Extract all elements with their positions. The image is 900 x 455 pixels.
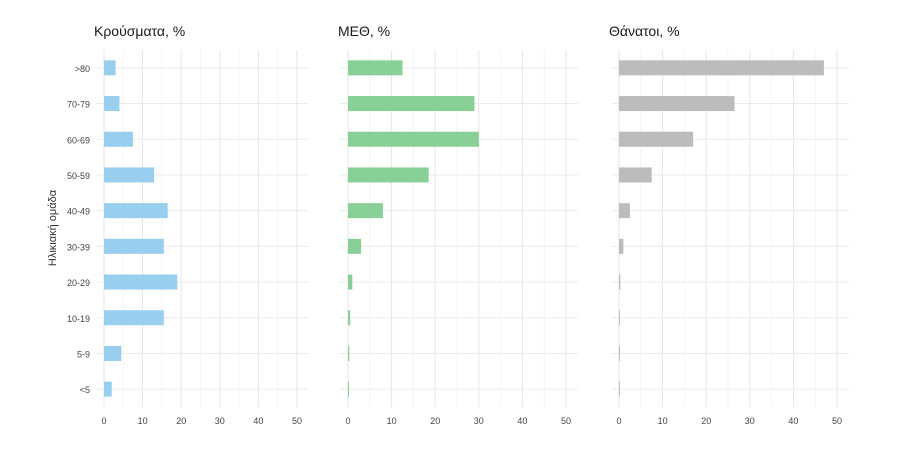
bar <box>619 310 620 326</box>
x-tick-label: 40 <box>517 416 527 426</box>
bar <box>348 310 351 326</box>
bar <box>619 345 620 361</box>
x-tick-label: 40 <box>788 416 798 426</box>
bar <box>104 203 168 219</box>
bar <box>104 60 116 76</box>
x-tick-label: 0 <box>101 416 106 426</box>
x-tick-label: 30 <box>215 416 225 426</box>
panel-title: Θάνατοι, % <box>609 23 680 39</box>
bar <box>348 274 353 290</box>
bar <box>619 96 735 112</box>
bar <box>104 238 164 254</box>
category-label: 30-39 <box>67 242 90 252</box>
category-label: <5 <box>80 385 90 395</box>
bar <box>104 167 155 183</box>
bar <box>104 96 120 112</box>
category-label: 50-59 <box>67 171 90 181</box>
bar <box>348 381 349 397</box>
bar <box>619 167 652 183</box>
x-tick-label: 30 <box>745 416 755 426</box>
panel-title: Κρούσματα, % <box>94 23 185 39</box>
bar <box>348 238 362 254</box>
x-tick-label: 10 <box>387 416 397 426</box>
category-label: 70-79 <box>67 100 90 110</box>
x-tick-label: 20 <box>176 416 186 426</box>
bar <box>619 238 624 254</box>
x-tick-label: 10 <box>138 416 148 426</box>
x-tick-label: 0 <box>345 416 350 426</box>
bar <box>348 131 479 147</box>
y-axis-title: Ηλικιακή ομάδα <box>47 189 59 266</box>
bar <box>104 381 112 397</box>
x-tick-label: 50 <box>561 416 571 426</box>
x-tick-label: 50 <box>292 416 302 426</box>
bar <box>348 167 429 183</box>
bar <box>348 345 350 361</box>
category-label: 5-9 <box>77 349 90 359</box>
category-label: 60-69 <box>67 135 90 145</box>
category-label: 10-19 <box>67 314 90 324</box>
category-label: 20-29 <box>67 278 90 288</box>
x-tick-label: 20 <box>430 416 440 426</box>
bar <box>104 345 122 361</box>
bar <box>348 96 475 112</box>
panel-title: ΜΕΘ, % <box>338 23 390 39</box>
x-tick-label: 50 <box>832 416 842 426</box>
x-tick-label: 40 <box>253 416 263 426</box>
category-label: >80 <box>75 64 90 74</box>
bar <box>619 60 824 76</box>
x-tick-label: 10 <box>658 416 668 426</box>
bar <box>619 131 694 147</box>
bar <box>348 203 383 219</box>
bar <box>619 203 630 219</box>
x-tick-label: 20 <box>701 416 711 426</box>
bar <box>619 381 620 397</box>
bar <box>348 60 403 76</box>
bar <box>104 310 164 326</box>
x-tick-label: 0 <box>616 416 621 426</box>
bar <box>104 274 178 290</box>
bar <box>619 274 621 290</box>
category-label: 40-49 <box>67 207 90 217</box>
bar <box>104 131 133 147</box>
x-tick-label: 30 <box>474 416 484 426</box>
